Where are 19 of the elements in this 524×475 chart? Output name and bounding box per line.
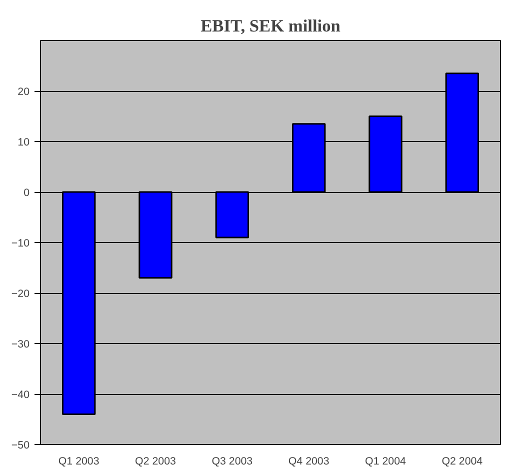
x-tick-label: Q1 2004 [365, 456, 406, 468]
bar [138, 191, 172, 279]
y-tick-label: −30 [11, 338, 30, 350]
y-tick-label: −20 [11, 288, 30, 300]
x-tick-label: Q1 2003 [58, 456, 100, 468]
y-tick-label: 0 [24, 187, 30, 199]
chart-title: EBIT, SEK million [200, 16, 341, 36]
y-tick-label: −50 [11, 440, 30, 452]
bar [368, 116, 402, 193]
x-tick-label: Q3 2003 [212, 456, 253, 468]
x-tick-label: Q2 2004 [442, 456, 483, 468]
x-tick-label: Q2 2003 [135, 456, 176, 468]
bar [215, 191, 250, 238]
y-tick-label: −40 [11, 389, 30, 401]
x-tick-label: Q4 2003 [288, 456, 330, 468]
y-tick-label: −10 [11, 238, 30, 250]
y-tick-label: 20 [18, 86, 30, 98]
bar [292, 123, 326, 193]
y-tick-label: 10 [18, 136, 30, 148]
